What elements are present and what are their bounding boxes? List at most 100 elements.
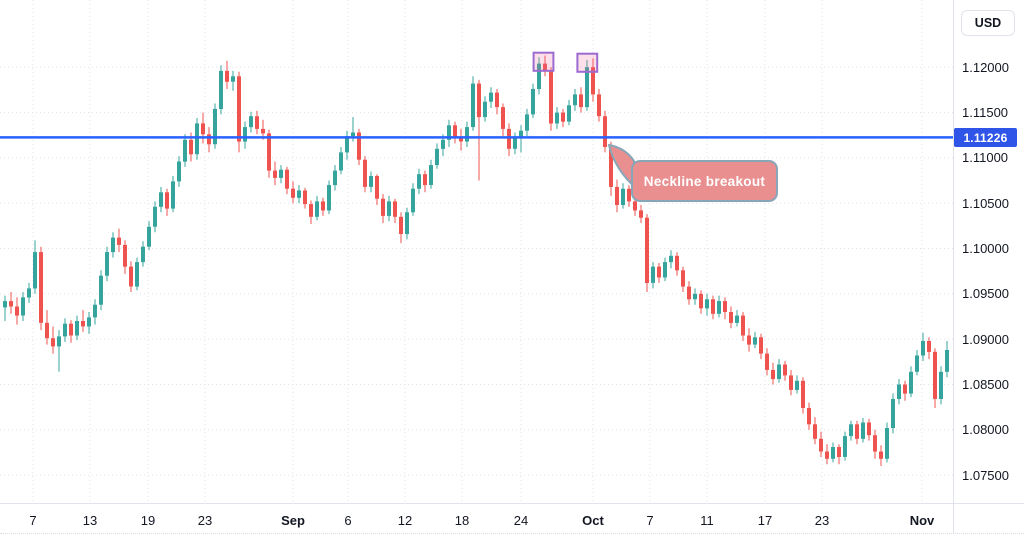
candle-up bbox=[279, 169, 283, 178]
time-axis-border bbox=[0, 503, 1024, 504]
x-axis-label: 13 bbox=[82, 513, 98, 528]
candle-up bbox=[885, 428, 889, 459]
candle-up bbox=[99, 275, 103, 305]
candle-down bbox=[165, 192, 169, 209]
candle-up bbox=[525, 114, 529, 131]
candle-up bbox=[75, 321, 79, 336]
candle-down bbox=[273, 170, 277, 178]
candle-up bbox=[897, 384, 901, 399]
candle-down bbox=[837, 447, 841, 457]
candle-down bbox=[291, 188, 295, 198]
candle-up bbox=[945, 350, 949, 372]
candle-down bbox=[723, 301, 727, 312]
candle-down bbox=[495, 92, 499, 108]
candle-up bbox=[795, 380, 799, 390]
time-axis[interactable]: 7 13 19 23 Sep 6 12 18 24 Oct 7 11 17 23 Nov bbox=[0, 504, 953, 533]
candle-down bbox=[627, 188, 631, 202]
candle-up bbox=[441, 139, 445, 149]
candle-up bbox=[465, 127, 469, 142]
candle-down bbox=[129, 266, 133, 287]
x-axis-label: 17 bbox=[757, 513, 773, 528]
candle-up bbox=[471, 83, 475, 128]
candle-down bbox=[879, 451, 883, 459]
candle-down bbox=[399, 216, 403, 234]
x-axis-label: 24 bbox=[513, 513, 529, 528]
candle-up bbox=[405, 212, 409, 235]
candle-down bbox=[639, 210, 643, 218]
x-axis-label: Oct bbox=[582, 513, 604, 528]
candle-up bbox=[537, 63, 541, 89]
candle-up bbox=[483, 101, 487, 118]
candle-down bbox=[477, 83, 481, 118]
candle-up bbox=[513, 137, 517, 149]
candle-up bbox=[891, 399, 895, 428]
callout-text: Neckline breakout bbox=[643, 173, 766, 189]
candle-up bbox=[159, 192, 163, 207]
candle-up bbox=[447, 125, 451, 140]
neckline-price-text: 1.11226 bbox=[963, 130, 1008, 145]
candle-up bbox=[93, 304, 97, 318]
candle-down bbox=[927, 341, 931, 352]
candle-up bbox=[531, 89, 535, 115]
candle-up bbox=[153, 206, 157, 227]
candle-up bbox=[327, 185, 331, 211]
candle-down bbox=[9, 301, 13, 307]
candle-down bbox=[903, 384, 907, 394]
candle-down bbox=[381, 198, 385, 216]
candle-down bbox=[615, 186, 619, 205]
candle-down bbox=[597, 94, 601, 117]
candle-down bbox=[759, 337, 763, 354]
candle-up bbox=[573, 94, 577, 106]
candle-up bbox=[87, 317, 91, 327]
candle-up bbox=[519, 130, 523, 138]
candle-up bbox=[105, 252, 109, 276]
candle-down bbox=[303, 190, 307, 205]
x-axis-label: 12 bbox=[397, 513, 413, 528]
x-axis-label: 7 bbox=[646, 513, 654, 528]
candle-down bbox=[375, 176, 379, 199]
currency-toggle-button[interactable]: USD bbox=[961, 10, 1015, 36]
x-axis-label: 7 bbox=[29, 513, 37, 528]
candle-up bbox=[3, 301, 7, 308]
candle-down bbox=[207, 134, 211, 145]
candle-up bbox=[33, 252, 37, 289]
highlight-box[interactable] bbox=[576, 52, 599, 73]
candle-up bbox=[231, 76, 235, 82]
y-axis-label: 1.12000 bbox=[962, 60, 1009, 75]
candle-down bbox=[741, 315, 745, 336]
candle-down bbox=[393, 201, 397, 217]
candle-down bbox=[579, 94, 583, 108]
candle-down bbox=[729, 312, 733, 323]
candle-up bbox=[21, 297, 25, 316]
neckline-breakout-callout[interactable]: Neckline breakout bbox=[631, 160, 778, 202]
y-axis-label: 1.11500 bbox=[962, 105, 1009, 120]
candle-up bbox=[843, 436, 847, 457]
price-axis[interactable]: 1.12000 1.11500 1.11000 1.10500 1.10000 1.095… bbox=[954, 0, 1024, 503]
candle-up bbox=[243, 127, 247, 142]
candle-down bbox=[645, 217, 649, 283]
candle-up bbox=[777, 364, 781, 379]
candle-down bbox=[309, 204, 313, 217]
candle-up bbox=[27, 288, 31, 298]
candle-up bbox=[669, 255, 673, 263]
candle-down bbox=[687, 286, 691, 300]
candle-down bbox=[819, 438, 823, 452]
candle-down bbox=[771, 370, 775, 380]
y-axis-label: 1.09500 bbox=[962, 286, 1009, 301]
candle-up bbox=[921, 341, 925, 356]
candle-down bbox=[747, 335, 751, 345]
candle-down bbox=[51, 338, 55, 347]
candle-down bbox=[267, 133, 271, 171]
x-axis-label: 18 bbox=[454, 513, 470, 528]
candle-down bbox=[453, 125, 457, 138]
candle-down bbox=[459, 137, 463, 142]
candle-up bbox=[297, 190, 301, 198]
x-axis-label: Nov bbox=[909, 513, 935, 528]
y-axis-label: 1.11000 bbox=[962, 150, 1009, 165]
candle-down bbox=[69, 323, 73, 336]
candle-down bbox=[507, 128, 511, 149]
highlight-box[interactable] bbox=[532, 51, 555, 72]
neckline-price-axis-label[interactable]: 1.11226 bbox=[954, 128, 1017, 147]
candle-up bbox=[345, 136, 349, 153]
